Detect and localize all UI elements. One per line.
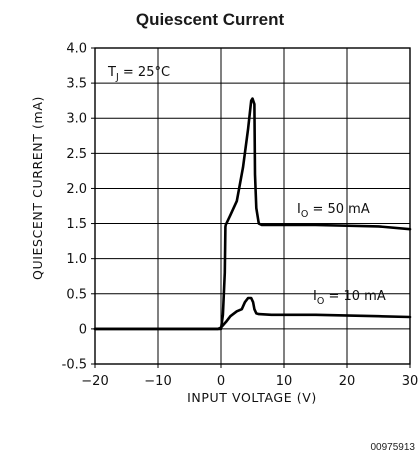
y-tick-labels: 4.0 3.5 3.0 2.5 2.0 1.5 1.0 0.5 0 -0.5 bbox=[62, 42, 87, 373]
y-tick-label-7: 0.5 bbox=[66, 287, 87, 302]
x-tick-labels: −20 −10 0 10 20 30 bbox=[81, 374, 418, 389]
tj-subscript: J bbox=[115, 72, 119, 83]
y-axis-label: QUIESCENT CURRENT (mA) bbox=[30, 96, 45, 280]
curve-io-10ma bbox=[93, 296, 412, 331]
chart-title: Quiescent Current bbox=[136, 10, 285, 29]
io10-symbol: I bbox=[313, 289, 317, 304]
plot-frame bbox=[94, 47, 411, 365]
x-tick-label-0: −20 bbox=[81, 374, 108, 389]
x-tick-label-1: −10 bbox=[144, 374, 171, 389]
io50-subscript: O bbox=[301, 209, 308, 220]
io50-value: = 50 mA bbox=[308, 202, 369, 217]
tj-symbol: T bbox=[107, 65, 116, 80]
curve-io-50ma bbox=[93, 97, 412, 331]
y-tick-label-2: 3.0 bbox=[66, 112, 87, 127]
io10-subscript: O bbox=[317, 296, 324, 307]
io-50ma-label: IO = 50 mA bbox=[297, 202, 370, 220]
y-tick-label-5: 1.5 bbox=[66, 217, 87, 232]
tj-value: = 25°C bbox=[119, 65, 170, 80]
y-tick-label-6: 1.0 bbox=[66, 252, 87, 267]
y-tick-label-3: 2.5 bbox=[66, 147, 87, 162]
y-tick-label-9: -0.5 bbox=[62, 358, 87, 373]
io50-symbol: I bbox=[297, 202, 301, 217]
figure-id: 00975913 bbox=[371, 442, 416, 453]
io-10ma-label: IO = 10 mA bbox=[313, 289, 386, 307]
x-tick-label-4: 20 bbox=[339, 374, 356, 389]
curves bbox=[93, 97, 412, 331]
x-tick-label-2: 0 bbox=[217, 374, 225, 389]
io10-value: = 10 mA bbox=[324, 289, 385, 304]
x-tick-label-3: 10 bbox=[276, 374, 293, 389]
x-axis-label: INPUT VOLTAGE (V) bbox=[187, 390, 317, 405]
y-tick-label-1: 3.5 bbox=[66, 77, 87, 92]
y-tick-label-0: 4.0 bbox=[66, 42, 87, 57]
x-tick-label-5: 30 bbox=[402, 374, 419, 389]
y-tick-label-4: 2.0 bbox=[66, 182, 87, 197]
y-tick-label-8: 0 bbox=[79, 322, 87, 337]
junction-temperature-annotation: TJ = 25°C bbox=[107, 65, 170, 83]
